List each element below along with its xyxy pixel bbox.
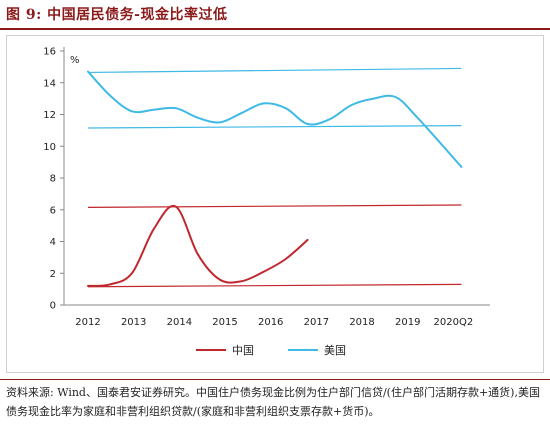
y-tick-label: 14 xyxy=(43,78,56,89)
x-tick-label: 2017 xyxy=(304,317,329,328)
reference-line xyxy=(87,204,462,208)
footer-divider xyxy=(0,379,550,380)
y-tick-label: 12 xyxy=(43,110,56,121)
series-lines xyxy=(87,70,463,287)
y-tick-label: 0 xyxy=(50,301,56,312)
legend: 中国 美国 xyxy=(196,344,346,357)
y-axis-unit: % xyxy=(70,55,80,66)
x-tick-label: 2015 xyxy=(212,317,237,328)
chart-frame xyxy=(6,35,544,373)
y-axis: 0 2 4 6 8 10 12 14 16% xyxy=(43,47,79,312)
y-tick-label: 6 xyxy=(50,205,56,216)
reference-line xyxy=(87,125,462,129)
figure-title: 图 9: 中国居民债务-现金比率过低 xyxy=(6,7,228,23)
x-axis: 2012 2013 2014 2015 2016 2017 2018 2019 2020Q2 xyxy=(64,304,490,328)
x-tick-label: 2014 xyxy=(167,317,192,328)
source-note: 资料来源: Wind、国泰君安证券研究。中国住户债务现金比例为住户部门信贷/(住… xyxy=(6,386,540,418)
legend-label: 中国 xyxy=(232,344,254,357)
x-tick-label: 2012 xyxy=(75,317,100,328)
y-tick-label: 10 xyxy=(43,142,56,153)
series-line xyxy=(87,204,309,287)
x-tick-label: 2018 xyxy=(349,317,374,328)
y-tick-label: 2 xyxy=(50,269,56,280)
legend-label: 美国 xyxy=(324,344,346,357)
y-tick-label: 16 xyxy=(43,47,56,58)
x-tick-label: 2016 xyxy=(258,317,283,328)
title-divider xyxy=(0,28,550,30)
y-tick-label: 4 xyxy=(50,237,56,248)
reference-line xyxy=(87,283,462,288)
series-line xyxy=(87,70,463,168)
x-tick-label: 2019 xyxy=(395,317,420,328)
reference-line xyxy=(87,67,462,74)
x-tick-label: 2020Q2 xyxy=(434,317,474,328)
reference-lines xyxy=(87,67,462,288)
x-tick-label: 2013 xyxy=(121,317,146,328)
y-tick-label: 8 xyxy=(50,174,56,185)
